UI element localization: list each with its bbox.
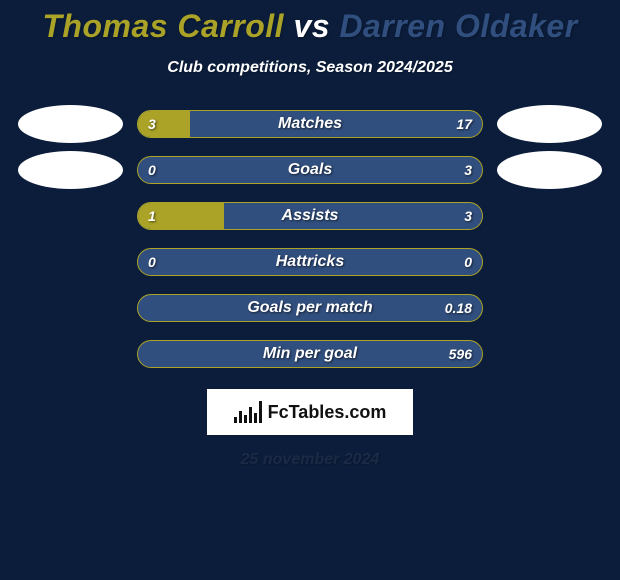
page-title: Thomas Carroll vs Darren Oldaker [0, 0, 620, 45]
comparison-card: Thomas Carroll vs Darren Oldaker Club co… [0, 0, 620, 580]
player2-name: Darren Oldaker [339, 8, 577, 44]
stat-p2-value: 3 [454, 157, 482, 183]
ellipse-placeholder [18, 243, 123, 281]
stat-p2-value: 0 [454, 249, 482, 275]
stat-p2-value: 596 [439, 341, 482, 367]
logo-bar [249, 407, 252, 423]
logo-chart-icon [234, 401, 262, 423]
footer: FcTables.com 25 november 2024 [0, 389, 620, 469]
ellipse-placeholder [18, 289, 123, 327]
ellipse-placeholder [497, 289, 602, 327]
stat-bar: 1Assists3 [137, 202, 483, 230]
player1-name: Thomas Carroll [42, 8, 284, 44]
ellipse-placeholder [18, 197, 123, 235]
stats-container: 3Matches170Goals31Assists30Hattricks0Goa… [0, 101, 620, 377]
stat-row: 3Matches17 [0, 101, 620, 147]
stat-bar: 0Goals3 [137, 156, 483, 184]
stat-bar: 3Matches17 [137, 110, 483, 138]
logo-box: FcTables.com [207, 389, 413, 435]
stat-row: 1Assists3 [0, 193, 620, 239]
stat-p2-value: 0.18 [435, 295, 482, 321]
logo-bar [239, 411, 242, 423]
stat-label: Goals per match [138, 295, 482, 321]
logo-bar [234, 417, 237, 423]
logo-text: FcTables.com [268, 402, 387, 423]
ellipse-placeholder [18, 335, 123, 373]
player2-ellipse-icon [497, 105, 602, 143]
stat-bar: 0Hattricks0 [137, 248, 483, 276]
stat-label: Matches [138, 111, 482, 137]
subtitle: Club competitions, Season 2024/2025 [0, 59, 620, 77]
stat-row: Goals per match0.18 [0, 285, 620, 331]
ellipse-placeholder [497, 335, 602, 373]
logo-bar [244, 415, 247, 423]
stat-label: Assists [138, 203, 482, 229]
stat-label: Min per goal [138, 341, 482, 367]
player2-ellipse-icon [497, 151, 602, 189]
title-vs: vs [293, 8, 330, 44]
stat-row: 0Hattricks0 [0, 239, 620, 285]
ellipse-placeholder [497, 243, 602, 281]
stat-bar: Min per goal596 [137, 340, 483, 368]
ellipse-placeholder [497, 197, 602, 235]
logo-bar [254, 413, 257, 423]
stat-label: Hattricks [138, 249, 482, 275]
stat-bar: Goals per match0.18 [137, 294, 483, 322]
player1-ellipse-icon [18, 151, 123, 189]
stat-row: Min per goal596 [0, 331, 620, 377]
stat-p2-value: 17 [446, 111, 482, 137]
logo-bar [259, 401, 262, 423]
stat-row: 0Goals3 [0, 147, 620, 193]
stat-p2-value: 3 [454, 203, 482, 229]
player1-ellipse-icon [18, 105, 123, 143]
footer-date: 25 november 2024 [241, 451, 380, 469]
stat-label: Goals [138, 157, 482, 183]
